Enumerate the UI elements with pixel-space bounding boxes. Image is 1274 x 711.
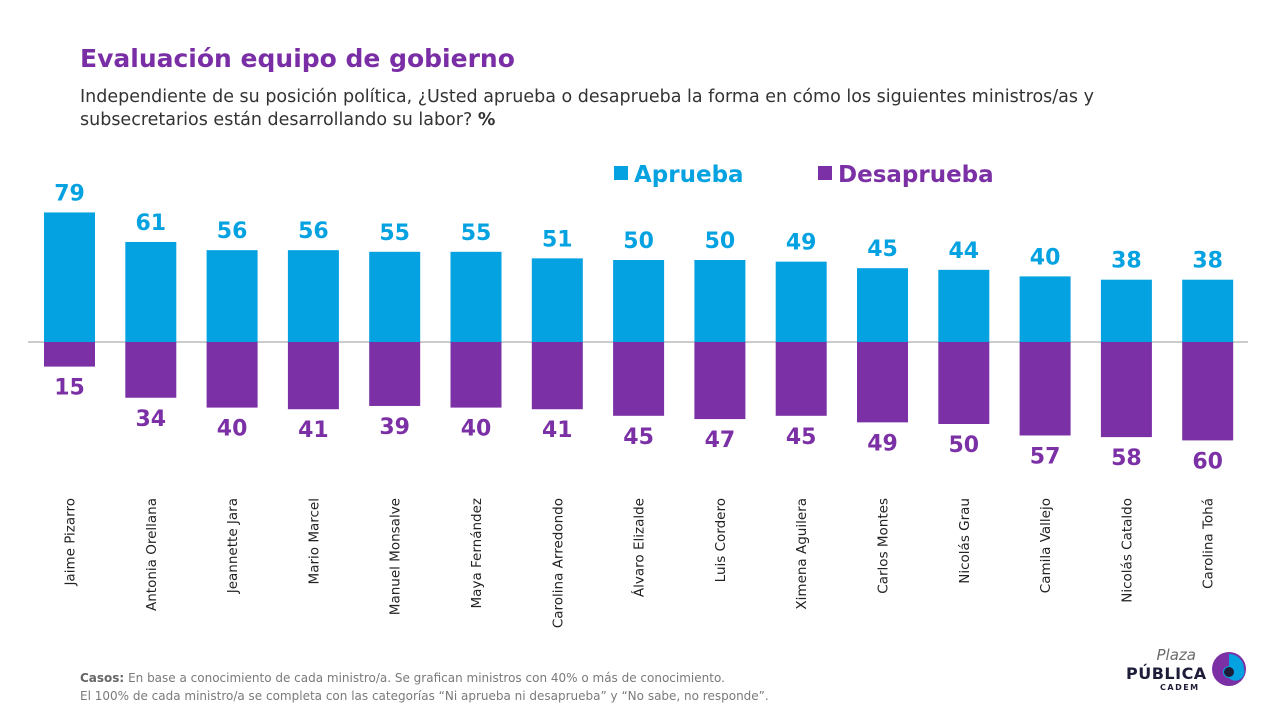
label-desaprueba-manuel-monsalve: 39 [379, 415, 410, 440]
label-aprueba-alvaro-elizalde: 50 [623, 229, 654, 254]
footnote: Casos: En base a conocimiento de cada mi… [80, 669, 769, 705]
label-desaprueba-nicolas-grau: 50 [948, 433, 979, 458]
label-desaprueba-luis-cordero: 47 [705, 428, 736, 453]
category-label-manuel-monsalve: Manuel Monsalve [388, 498, 404, 615]
label-desaprueba-jeannette-jara: 40 [217, 417, 248, 442]
subtitle-unit: % [477, 110, 496, 130]
bars-group: 79 15 Jaime Pizarro 61 34 Antonia Orellana 56 4… [44, 181, 1234, 628]
label-desaprueba-mario-marcel: 41 [298, 418, 329, 443]
label-desaprueba-carolina-toha: 60 [1192, 449, 1223, 474]
legend-swatch-aprueba [614, 166, 628, 180]
label-aprueba-carolina-arredondo: 51 [542, 227, 573, 252]
legend-swatch-desaprueba [818, 166, 832, 180]
bar-aprueba-mario-marcel [287, 250, 339, 342]
bar-aprueba-ximena-aguilera [775, 261, 827, 342]
label-desaprueba-ximena-aguilera: 45 [786, 425, 817, 450]
bar-desaprueba-alvaro-elizalde [613, 342, 665, 416]
label-aprueba-jeannette-jara: 56 [217, 219, 248, 244]
bar-desaprueba-carolina-arredondo [531, 342, 583, 410]
bar-aprueba-luis-cordero [694, 260, 746, 342]
bar-aprueba-nicolas-grau [938, 269, 990, 342]
legend-label-aprueba: Aprueba [634, 162, 744, 188]
logo-cadem-text: CADEM [1160, 683, 1200, 692]
bar-aprueba-camila-vallejo [1019, 276, 1071, 342]
bar-desaprueba-nicolas-grau [938, 342, 990, 424]
bar-aprueba-carlos-montes [857, 268, 908, 342]
footnote-line-1: En base a conocimiento de cada ministro/… [128, 671, 725, 685]
category-label-camila-vallejo: Camila Vallejo [1038, 498, 1054, 593]
approval-bar-chart: Aprueba Desaprueba 79 15 Jaime Pizarro 61 34… [28, 162, 1248, 628]
bar-desaprueba-nicolas-cataldo [1100, 342, 1152, 438]
footnote-line-2: El 100% de cada ministro/a se completa c… [80, 689, 769, 703]
bar-desaprueba-carolina-toha [1182, 342, 1234, 441]
plaza-publica-cadem-logo: Plaza PÚBLICA CADEM [1126, 646, 1246, 692]
logo-plaza-text: Plaza [1156, 646, 1196, 664]
bar-aprueba-nicolas-cataldo [1100, 279, 1152, 342]
bar-aprueba-manuel-monsalve [369, 251, 421, 342]
category-label-carlos-montes: Carlos Montes [876, 498, 892, 594]
label-aprueba-maya-fernandez: 55 [461, 221, 492, 246]
bar-desaprueba-maya-fernandez [450, 342, 502, 408]
label-aprueba-nicolas-grau: 44 [948, 239, 979, 264]
bar-aprueba-jeannette-jara [206, 250, 258, 342]
category-label-jaime-pizarro: Jaime Pizarro [63, 498, 79, 587]
bar-desaprueba-luis-cordero [694, 342, 746, 420]
bar-aprueba-maya-fernandez [450, 251, 502, 342]
label-desaprueba-carlos-montes: 49 [867, 431, 898, 456]
category-label-antonia-orellana: Antonia Orellana [144, 498, 160, 611]
bar-desaprueba-ximena-aguilera [775, 342, 827, 416]
bar-desaprueba-antonia-orellana [125, 342, 177, 398]
label-desaprueba-camila-vallejo: 57 [1030, 444, 1061, 469]
chart-subtitle: Independiente de su posición política, ¿… [80, 86, 1200, 132]
category-label-nicolas-grau: Nicolás Grau [957, 498, 973, 584]
label-desaprueba-maya-fernandez: 40 [461, 417, 492, 442]
category-label-nicolas-cataldo: Nicolás Cataldo [1119, 498, 1135, 603]
bar-aprueba-alvaro-elizalde [613, 260, 665, 342]
label-aprueba-jaime-pizarro: 79 [54, 181, 85, 206]
category-label-mario-marcel: Mario Marcel [306, 498, 322, 584]
category-label-luis-cordero: Luis Cordero [713, 498, 729, 582]
logo-publica-text: PÚBLICA [1126, 664, 1207, 683]
label-aprueba-camila-vallejo: 40 [1030, 245, 1061, 270]
bar-desaprueba-jaime-pizarro [44, 342, 95, 367]
category-label-maya-fernandez: Maya Fernández [469, 498, 485, 608]
label-desaprueba-alvaro-elizalde: 45 [623, 425, 654, 450]
label-aprueba-manuel-monsalve: 55 [379, 221, 410, 246]
category-label-carolina-toha: Carolina Tohá [1201, 498, 1217, 589]
bar-desaprueba-camila-vallejo [1019, 342, 1071, 436]
category-label-alvaro-elizalde: Álvaro Elizalde [631, 498, 648, 597]
bar-aprueba-carolina-arredondo [531, 258, 583, 342]
bar-desaprueba-manuel-monsalve [369, 342, 421, 406]
bar-aprueba-jaime-pizarro [44, 212, 95, 342]
label-aprueba-mario-marcel: 56 [298, 219, 329, 244]
label-aprueba-carolina-toha: 38 [1192, 249, 1223, 274]
chart-legend: Aprueba Desaprueba [614, 162, 994, 188]
bar-desaprueba-mario-marcel [287, 342, 339, 410]
category-label-jeannette-jara: Jeannette Jara [225, 498, 241, 594]
label-aprueba-ximena-aguilera: 49 [786, 231, 817, 256]
label-aprueba-carlos-montes: 45 [867, 237, 898, 262]
footnote-label: Casos: [80, 671, 125, 685]
legend-label-desaprueba: Desaprueba [838, 162, 994, 188]
bar-aprueba-antonia-orellana [125, 241, 177, 342]
bar-desaprueba-carlos-montes [857, 342, 908, 423]
label-aprueba-nicolas-cataldo: 38 [1111, 249, 1142, 274]
category-label-carolina-arredondo: Carolina Arredondo [550, 498, 566, 628]
bar-desaprueba-jeannette-jara [206, 342, 258, 408]
label-desaprueba-carolina-arredondo: 41 [542, 418, 573, 443]
cadem-swirl-icon [1212, 652, 1246, 686]
label-aprueba-antonia-orellana: 61 [135, 211, 166, 236]
label-desaprueba-nicolas-cataldo: 58 [1111, 446, 1142, 471]
subtitle-question: Independiente de su posición política, ¿… [80, 87, 1094, 130]
page-title: Evaluación equipo de gobierno [80, 44, 515, 73]
label-aprueba-luis-cordero: 50 [705, 229, 736, 254]
category-label-ximena-aguilera: Ximena Aguilera [794, 498, 810, 610]
bar-aprueba-carolina-toha [1182, 279, 1234, 342]
label-desaprueba-jaime-pizarro: 15 [54, 376, 85, 401]
label-desaprueba-antonia-orellana: 34 [135, 407, 166, 432]
